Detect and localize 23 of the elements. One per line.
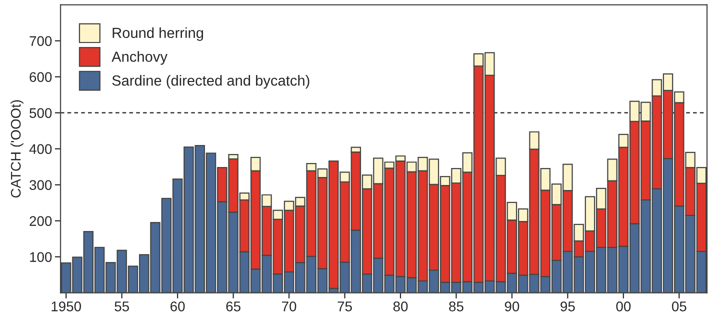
x-tick-label: 85 (449, 302, 464, 312)
y-tick-label: 100 (30, 252, 52, 262)
y-tick-label: 500 (30, 108, 52, 118)
x-tick-label: 60 (170, 302, 185, 312)
x-tick-label: 75 (338, 302, 352, 312)
x-tick-label: 1950 (52, 302, 81, 312)
x-tick-label: 05 (672, 302, 686, 312)
x-tick-label: 00 (616, 302, 631, 312)
y-tick-label: 600 (30, 72, 52, 82)
x-tick-label: 55 (114, 302, 129, 312)
x-tick-label: 70 (282, 302, 296, 312)
y-tick-label: 300 (30, 180, 52, 190)
y-tick-label: 400 (29, 144, 52, 154)
y-tick-label: 200 (30, 216, 52, 226)
y-axis-title: CATCH ('OOOt) (10, 100, 24, 198)
x-tick-label: 90 (504, 302, 520, 312)
legend-label: Sardine (directed and bycatch) (112, 75, 310, 89)
legend-label: Round herring (112, 27, 204, 41)
x-tick-label: 80 (393, 302, 408, 312)
legend-label: Anchovy (112, 51, 168, 65)
x-tick-label: 65 (226, 302, 240, 312)
x-tick-label: 95 (560, 302, 575, 312)
y-tick-label: 700 (30, 36, 52, 46)
